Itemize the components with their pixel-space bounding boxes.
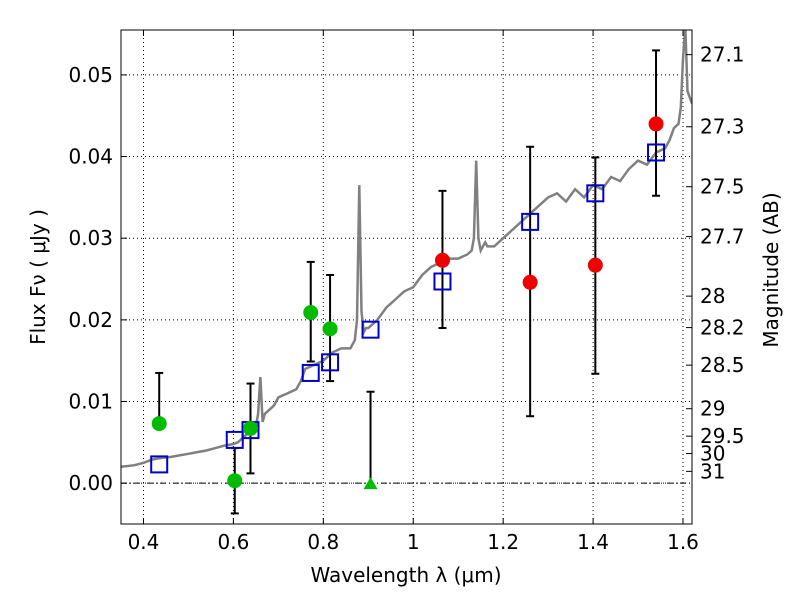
green-data-point	[227, 473, 243, 489]
y-tick-labels: 0.00 0.01 0.02 0.03 0.04 0.05	[68, 63, 113, 495]
magnitude-tick-label: 27.1	[700, 43, 745, 67]
x-tick-labels: 0.4 0.6 0.8 1 1.2 1.4 1.6	[128, 530, 699, 554]
green-data-point	[242, 420, 258, 436]
x-tick-label: 0.4	[128, 530, 160, 554]
red-data-point	[522, 274, 538, 290]
model-square	[150, 455, 169, 474]
magnitude-tick-label: 29.5	[700, 424, 745, 448]
model-square	[521, 212, 540, 231]
model-square	[301, 363, 320, 382]
x-tick-label: 1.2	[487, 530, 519, 554]
magnitude-tick-label: 27.5	[700, 175, 745, 199]
green-data-point	[151, 416, 167, 432]
red-data-point	[587, 257, 603, 273]
model-square	[321, 353, 340, 372]
model-square	[433, 272, 452, 291]
y-tick-label: 0.01	[68, 390, 113, 414]
magnitude-tick-label: 27.3	[700, 115, 745, 139]
red-data-point	[648, 116, 664, 132]
magnitude-tick-label: 28	[700, 284, 725, 308]
spectrum	[121, 30, 692, 469]
green-data-point	[322, 321, 338, 337]
magnitude-tick-label: 28.5	[700, 353, 745, 377]
y-tick-label: 0.05	[68, 63, 113, 87]
ticks	[121, 30, 692, 524]
x-axis-label: Wavelength λ (μm)	[310, 563, 501, 587]
x-tick-label: 1	[407, 530, 420, 554]
model-square	[361, 320, 380, 339]
y-axis-label: Flux Fν ( μJy )	[26, 209, 50, 345]
green-data-point	[303, 305, 319, 321]
magnitude-tick-label: 30	[700, 442, 725, 466]
model-square	[586, 184, 605, 203]
markers	[150, 116, 666, 490]
x-tick-label: 1.4	[577, 530, 609, 554]
model-square	[225, 430, 244, 449]
x-tick-label: 0.6	[217, 530, 249, 554]
x-tick-label: 1.6	[667, 530, 699, 554]
y-tick-label: 0.03	[68, 226, 113, 250]
spectrum-line	[121, 30, 692, 469]
magnitude-tick-label: 31	[700, 459, 725, 483]
magnitude-tick-label: 29	[700, 397, 725, 421]
y-tick-label: 0.00	[68, 471, 113, 495]
red-data-point	[434, 252, 450, 268]
plot-frame	[120, 29, 693, 525]
model-square	[647, 143, 666, 162]
y-tick-label: 0.04	[68, 145, 113, 169]
magnitude-tick-label: 27.7	[700, 225, 745, 249]
x-tick-label: 0.8	[307, 530, 339, 554]
y-tick-label: 0.02	[68, 308, 113, 332]
magnitude-tick-label: 28.2	[700, 316, 745, 340]
green-upper-limit-marker	[363, 477, 378, 490]
magnitude-axis-label: Magnitude (AB)	[759, 192, 783, 347]
